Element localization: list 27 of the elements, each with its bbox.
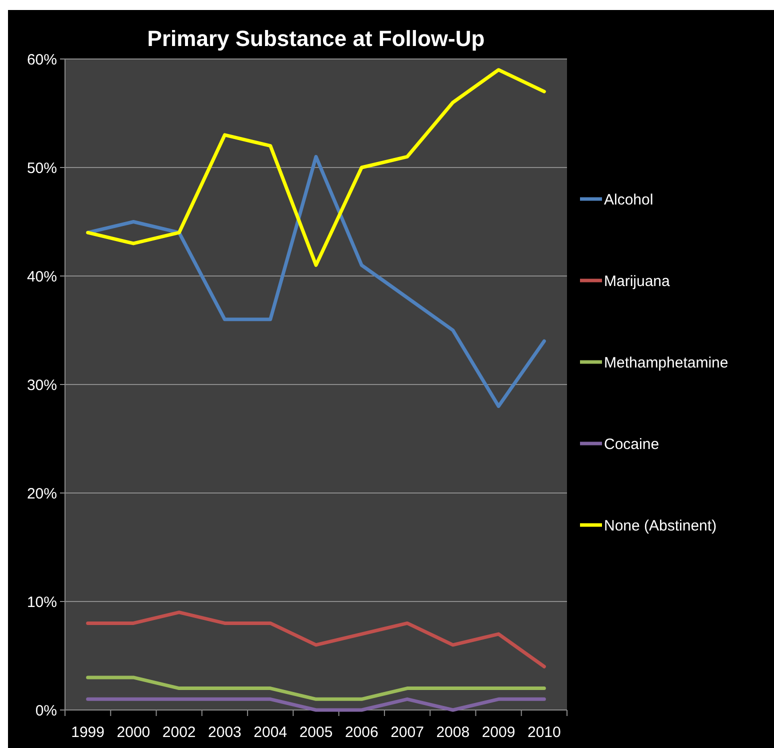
x-tick-label: 2000 xyxy=(116,724,150,741)
y-tick-label: 60% xyxy=(26,51,57,68)
y-tick-label: 30% xyxy=(26,376,57,394)
x-tick-label: 2007 xyxy=(390,724,424,741)
legend-label: None (Abstinent) xyxy=(604,517,717,534)
x-tick-label: 2002 xyxy=(162,724,196,741)
legend-label: Alcohol xyxy=(604,191,654,208)
y-tick-label: 10% xyxy=(26,594,57,611)
x-tick-label: 2006 xyxy=(344,724,378,741)
chart-title: Primary Substance at Follow-Up xyxy=(147,26,485,51)
legend-label: Marijuana xyxy=(604,272,671,290)
x-tick-label: 2008 xyxy=(436,724,470,741)
x-tick-label: 1999 xyxy=(71,724,105,741)
line-series xyxy=(86,68,546,267)
x-tick-label: 2010 xyxy=(527,724,561,741)
line-series xyxy=(86,610,546,668)
line-series xyxy=(86,154,546,408)
y-tick-label: 0% xyxy=(35,702,57,720)
x-tick-label: 2003 xyxy=(208,724,242,741)
y-tick-label: 50% xyxy=(26,160,57,177)
legend-label: Methamphetamine xyxy=(604,354,728,372)
legend-label: Cocaine xyxy=(604,436,660,453)
x-tick-label: 2009 xyxy=(482,724,516,741)
x-tick-label: 2005 xyxy=(299,724,333,741)
x-tick-label: 2004 xyxy=(254,724,288,741)
y-tick-label: 20% xyxy=(26,485,57,502)
y-tick-label: 40% xyxy=(26,268,57,286)
